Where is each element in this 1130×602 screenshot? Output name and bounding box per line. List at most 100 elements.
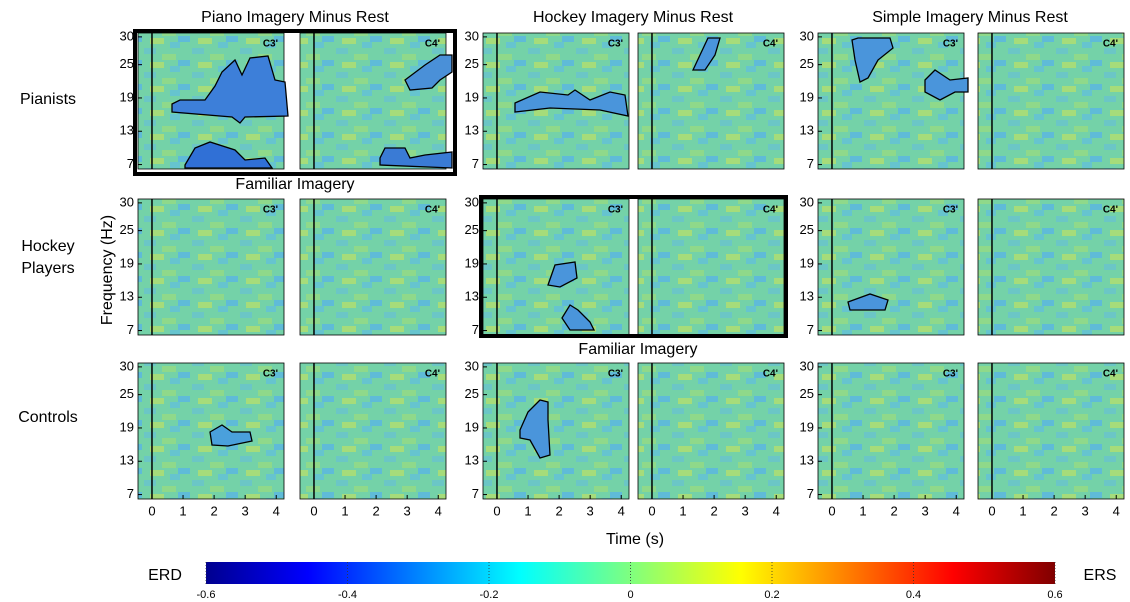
cluster — [184, 141, 274, 169]
x-tick-label: 1 — [859, 503, 866, 518]
tf-map — [817, 32, 965, 170]
x-tick-label: 0 — [988, 503, 995, 518]
highlight-box — [133, 29, 457, 176]
y-tick-label: 19 — [800, 255, 814, 270]
colorbar-tick-label: -0.2 — [480, 589, 499, 601]
electrode-label: C3' — [263, 39, 278, 50]
row-label-line: Players — [21, 260, 74, 277]
y-tick-label: 25 — [120, 222, 134, 237]
colorbar-tick-label: -0.6 — [197, 589, 216, 601]
y-tick-label: 30 — [465, 358, 479, 373]
y-tick-label: 30 — [120, 28, 134, 43]
x-tick-label: 0 — [148, 503, 155, 518]
x-tick-label: 2 — [372, 503, 379, 518]
x-tick-label: 2 — [710, 503, 717, 518]
tf-map — [137, 198, 285, 336]
y-tick-label: 7 — [127, 486, 134, 501]
x-tick-label: 1 — [179, 503, 186, 518]
y-tick-label: 19 — [465, 419, 479, 434]
row-label-line: Hockey — [21, 238, 74, 255]
panels — [137, 32, 1125, 500]
y-tick-label: 19 — [120, 419, 134, 434]
x-tick-label: 1 — [524, 503, 531, 518]
cluster — [847, 293, 889, 311]
cluster — [209, 424, 253, 447]
electrode-label: C3' — [608, 205, 623, 216]
electrode-label: C3' — [608, 39, 623, 50]
y-tick-label: 13 — [465, 289, 479, 304]
electrode-label: C3' — [263, 369, 278, 380]
y-tick-label: 30 — [465, 194, 479, 209]
y-tick-label: 25 — [465, 386, 479, 401]
cluster — [171, 55, 289, 124]
y-tick-label: 25 — [800, 386, 814, 401]
colorbar-tick-label: 0.4 — [906, 589, 921, 601]
y-tick-label: 7 — [472, 156, 479, 171]
electrode-label: C4' — [1103, 39, 1118, 50]
electrode-label: C4' — [1103, 205, 1118, 216]
cluster — [851, 37, 894, 83]
y-tick-label: 25 — [120, 386, 134, 401]
y-tick-label: 25 — [120, 56, 134, 71]
row-label: Hockey Players — [21, 238, 74, 277]
y-tick-label: 13 — [800, 289, 814, 304]
x-tick-label: 2 — [555, 503, 562, 518]
y-tick-label: 19 — [465, 89, 479, 104]
x-tick-label: 2 — [210, 503, 217, 518]
row-label-line: Controls — [18, 409, 78, 426]
cluster — [547, 261, 578, 288]
y-tick-label: 13 — [800, 123, 814, 138]
tf-map — [637, 362, 785, 500]
cluster — [561, 304, 596, 331]
y-tick-label: 30 — [800, 194, 814, 209]
colorbar-tick-label: 0.6 — [1047, 589, 1062, 601]
colorbar — [206, 562, 1055, 584]
y-tick-label: 25 — [465, 222, 479, 237]
tf-map — [977, 32, 1125, 170]
y-tick-label: 7 — [807, 156, 814, 171]
y-tick-label: 30 — [120, 194, 134, 209]
y-tick-label: 7 — [807, 322, 814, 337]
cluster — [514, 89, 629, 117]
colorbar-tick-label: -0.4 — [338, 589, 357, 601]
row-label: Pianists — [20, 91, 76, 108]
x-tick-label: 1 — [1019, 503, 1026, 518]
x-tick-label: 2 — [1050, 503, 1057, 518]
x-tick-label: 4 — [1113, 503, 1120, 518]
y-tick-label: 30 — [120, 358, 134, 373]
column-title: Simple Imagery Minus Rest — [872, 9, 1068, 26]
y-tick-label: 13 — [120, 453, 134, 468]
colorbar-right-label: ERS — [1084, 567, 1117, 584]
tf-map — [817, 362, 965, 500]
y-tick-label: 25 — [800, 56, 814, 71]
colorbar-tick-label: 0.2 — [764, 589, 779, 601]
tf-map — [299, 32, 447, 170]
cluster — [691, 37, 721, 71]
x-tick-label: 1 — [679, 503, 686, 518]
y-tick-label: 30 — [800, 28, 814, 43]
electrode-label: C4' — [1103, 369, 1118, 380]
x-tick-label: 3 — [1082, 503, 1089, 518]
x-tick-label: 2 — [890, 503, 897, 518]
electrode-label: C3' — [943, 205, 958, 216]
y-tick-label: 13 — [120, 123, 134, 138]
y-tick-label: 19 — [800, 89, 814, 104]
y-tick-label: 25 — [465, 56, 479, 71]
y-tick-label: 30 — [800, 358, 814, 373]
annotation: Familiar Imagery — [578, 341, 697, 358]
x-tick-label: 0 — [648, 503, 655, 518]
electrode-label: C4' — [763, 205, 778, 216]
x-tick-label: 4 — [435, 503, 442, 518]
x-tick-label: 0 — [310, 503, 317, 518]
x-tick-label: 0 — [828, 503, 835, 518]
electrode-label: C4' — [425, 369, 440, 380]
cluster — [404, 54, 453, 91]
tf-map — [817, 198, 965, 336]
electrode-label: C4' — [425, 205, 440, 216]
y-tick-label: 25 — [800, 222, 814, 237]
tf-map — [977, 198, 1125, 336]
x-tick-label: 1 — [341, 503, 348, 518]
y-tick-label: 30 — [465, 28, 479, 43]
highlight-box — [479, 195, 788, 338]
